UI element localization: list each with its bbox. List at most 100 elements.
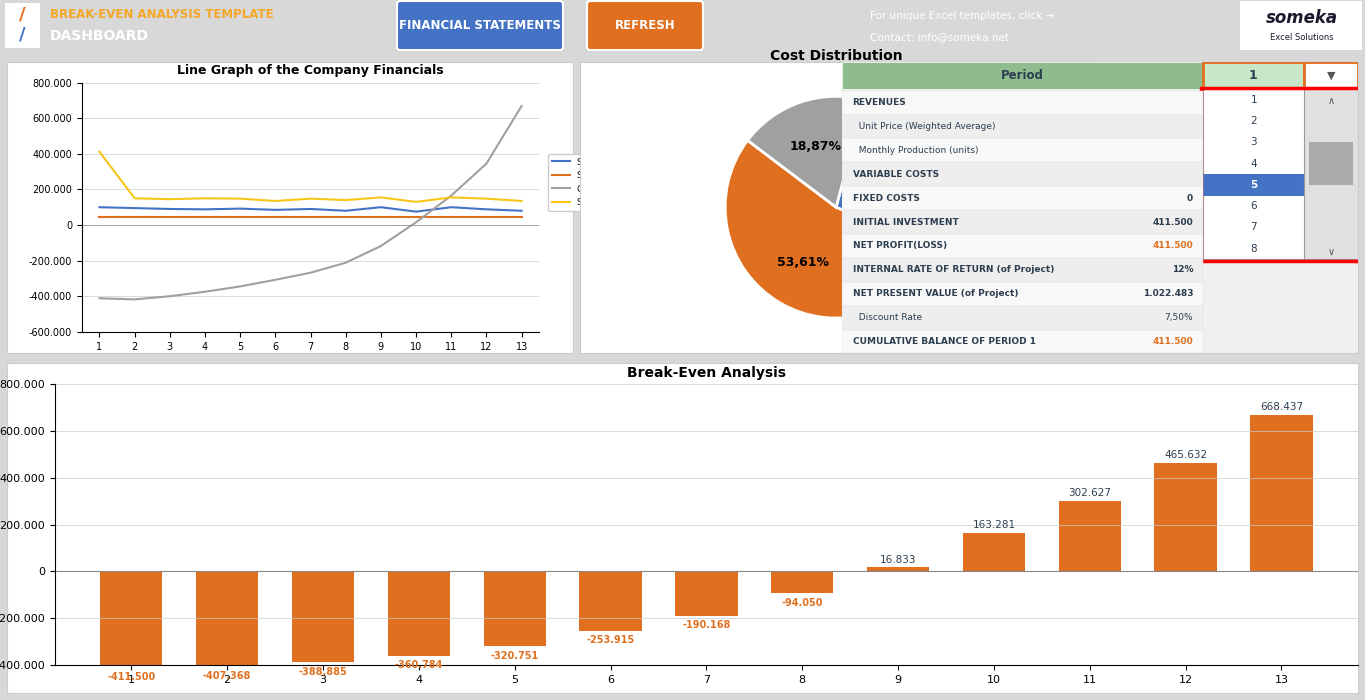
Bar <box>579 571 642 631</box>
Bar <box>842 62 1204 90</box>
Title: Cost Distribution: Cost Distribution <box>770 49 902 63</box>
Text: 1.022.483: 1.022.483 <box>1143 289 1193 298</box>
Bar <box>1201 88 1361 261</box>
Bar <box>676 571 737 616</box>
Text: -94.050: -94.050 <box>782 598 823 608</box>
Legend: Sum of Total Variable Cost, Sum of Total Fixed Costs, Cumulative Balance, Sum of: Sum of Total Variable Cost, Sum of Total… <box>549 154 699 211</box>
Wedge shape <box>748 97 865 207</box>
Bar <box>1059 500 1121 571</box>
Text: BREAK-EVEN ANALYSIS TEMPLATE: BREAK-EVEN ANALYSIS TEMPLATE <box>51 8 273 21</box>
Wedge shape <box>835 100 947 253</box>
Text: 465.632: 465.632 <box>1164 449 1207 460</box>
Bar <box>842 258 1204 281</box>
Text: 0: 0 <box>1188 194 1193 203</box>
Text: FINANCIAL STATEMENTS: FINANCIAL STATEMENTS <box>399 19 561 32</box>
Text: 27,52%: 27,52% <box>868 173 920 186</box>
Text: 16.833: 16.833 <box>880 554 916 565</box>
Text: NET PROFIT(LOSS): NET PROFIT(LOSS) <box>853 241 947 251</box>
Text: 7,50%: 7,50% <box>1164 313 1193 322</box>
Text: REVENUES: REVENUES <box>853 98 906 107</box>
Text: Unit Price (Weighted Average): Unit Price (Weighted Average) <box>853 122 995 131</box>
Text: ∧: ∧ <box>1327 96 1335 106</box>
Text: Discount Rate: Discount Rate <box>853 313 921 322</box>
FancyBboxPatch shape <box>587 1 703 50</box>
Text: Monthly Production (units): Monthly Production (units) <box>853 146 979 155</box>
Text: 4: 4 <box>1250 159 1257 169</box>
Bar <box>842 234 1204 258</box>
Bar <box>1309 142 1353 185</box>
Text: Contact: info@someka.net: Contact: info@someka.net <box>870 32 1009 42</box>
Bar <box>292 571 354 662</box>
Bar <box>1304 90 1358 259</box>
Text: ∨: ∨ <box>1327 247 1335 257</box>
Text: -360.784: -360.784 <box>394 660 444 670</box>
Wedge shape <box>725 141 938 318</box>
Bar <box>842 281 1204 306</box>
Text: -320.751: -320.751 <box>490 651 539 661</box>
Bar <box>842 330 1204 354</box>
Text: /: / <box>19 6 26 23</box>
Text: 2: 2 <box>1250 116 1257 126</box>
Text: -190.168: -190.168 <box>682 620 730 630</box>
Bar <box>1204 174 1304 195</box>
Text: -411.500: -411.500 <box>108 672 156 682</box>
Text: NET PRESENT VALUE (of Project): NET PRESENT VALUE (of Project) <box>853 289 1018 298</box>
Text: INITIAL INVESTMENT: INITIAL INVESTMENT <box>853 218 958 227</box>
Text: INTERNAL RATE OF RETURN (of Project): INTERNAL RATE OF RETURN (of Project) <box>853 265 1054 274</box>
Text: 302.627: 302.627 <box>1069 488 1111 498</box>
Text: 12%: 12% <box>1171 265 1193 274</box>
Text: For unique Excel templates, click →: For unique Excel templates, click → <box>870 11 1054 22</box>
Text: REFRESH: REFRESH <box>614 19 676 32</box>
Text: 6: 6 <box>1250 201 1257 211</box>
Text: -407.368: -407.368 <box>203 671 251 681</box>
Text: /: / <box>19 26 26 43</box>
Bar <box>1204 90 1358 259</box>
Text: -388.885: -388.885 <box>299 666 347 677</box>
Bar <box>962 533 1025 571</box>
Bar <box>842 115 1204 139</box>
Bar <box>842 186 1204 210</box>
Text: 411.500: 411.500 <box>1152 241 1193 251</box>
Bar <box>1250 415 1313 571</box>
Bar <box>1239 1 1362 50</box>
Bar <box>388 571 450 656</box>
Text: DASHBOARD: DASHBOARD <box>51 29 149 43</box>
Bar <box>1204 62 1304 90</box>
Bar <box>100 571 162 668</box>
Text: 1: 1 <box>1249 69 1257 82</box>
Bar <box>5 3 40 48</box>
Text: 5: 5 <box>1250 180 1257 190</box>
Text: VARIABLE COSTS: VARIABLE COSTS <box>853 170 939 178</box>
Text: someka: someka <box>1265 9 1338 27</box>
Text: CUMULATIVE BALANCE OF PERIOD 1: CUMULATIVE BALANCE OF PERIOD 1 <box>853 337 1036 346</box>
Bar <box>1155 463 1216 571</box>
Text: Excel Solutions: Excel Solutions <box>1271 34 1334 42</box>
Text: 18,87%: 18,87% <box>789 140 841 153</box>
Text: 53,61%: 53,61% <box>777 256 830 269</box>
Text: 411.500: 411.500 <box>1152 218 1193 227</box>
Bar <box>842 162 1204 186</box>
Text: ▼: ▼ <box>1327 71 1335 80</box>
Bar <box>842 139 1204 162</box>
Title: Line Graph of the Company Financials: Line Graph of the Company Financials <box>177 64 444 77</box>
Bar <box>197 571 258 666</box>
Bar <box>1304 62 1358 90</box>
Bar <box>771 571 834 594</box>
Text: 163.281: 163.281 <box>972 520 1016 531</box>
Bar <box>483 571 546 647</box>
Bar <box>842 91 1204 115</box>
Title: Break-Even Analysis: Break-Even Analysis <box>627 366 786 380</box>
FancyBboxPatch shape <box>397 1 562 50</box>
Legend: Sum of Total Fixed Costs, Sum of Total Variable Cost, Sum of Initial Investment: Sum of Total Fixed Costs, Sum of Total V… <box>913 209 1076 272</box>
Text: FIXED COSTS: FIXED COSTS <box>853 194 920 203</box>
Bar <box>867 568 930 571</box>
Text: 8: 8 <box>1250 244 1257 253</box>
Text: 411.500: 411.500 <box>1152 337 1193 346</box>
Text: Period: Period <box>1002 69 1044 82</box>
Text: -253.915: -253.915 <box>587 635 635 645</box>
Text: 668.437: 668.437 <box>1260 402 1304 412</box>
Text: 1: 1 <box>1250 95 1257 105</box>
Bar <box>842 210 1204 234</box>
Bar <box>842 306 1204 330</box>
Text: 3: 3 <box>1250 137 1257 148</box>
